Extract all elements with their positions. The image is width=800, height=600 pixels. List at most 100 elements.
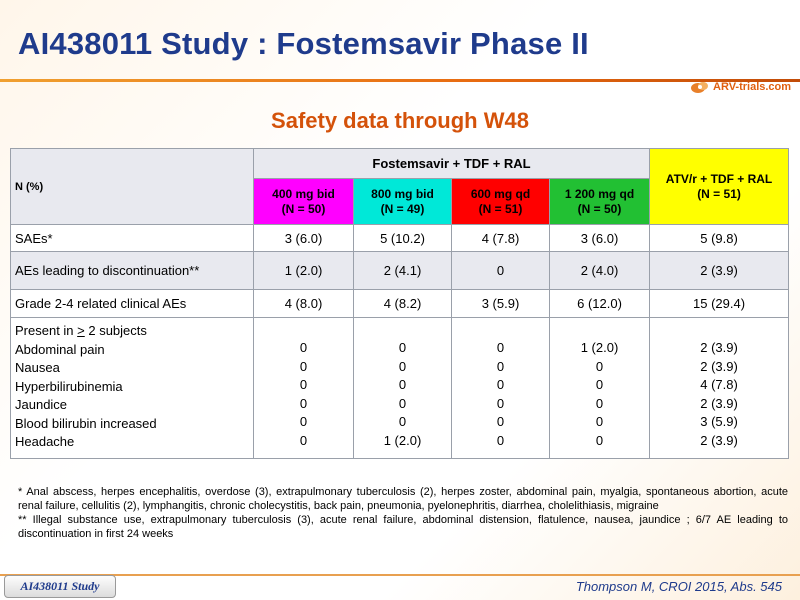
present-block-labels: Present in > 2 subjects Abdominal pain N… bbox=[10, 317, 254, 459]
arm-header-400bid: 400 mg bid (N = 50) bbox=[253, 178, 354, 225]
arm-n: (N = 50) bbox=[577, 201, 622, 216]
cell-value: 2 (4.1) bbox=[353, 251, 452, 290]
cell-value: 6 (12.0) bbox=[548, 289, 651, 318]
cell-value: 2 (3.9) bbox=[700, 358, 738, 374]
ae-item: Abdominal pain bbox=[15, 341, 105, 357]
present-heading-suffix: 2 subjects bbox=[84, 323, 147, 338]
table-row-aes-discontinuation: AEs leading to discontinuation** 1 (2.0)… bbox=[10, 251, 790, 290]
present-col-1200qd: 1 (2.0) 0 0 0 0 0 bbox=[548, 317, 651, 459]
table-row-present-in-2-subjects: Present in > 2 subjects Abdominal pain N… bbox=[10, 317, 790, 459]
cell-value: 3 (6.0) bbox=[253, 224, 354, 252]
cell-value: 0 bbox=[496, 377, 505, 392]
table-row-grade-2-4: Grade 2-4 related clinical AEs 4 (8.0) 4… bbox=[10, 289, 790, 318]
comparator-header: ATV/r + TDF + RAL (N = 51) bbox=[649, 148, 790, 225]
present-col-800bid: 0 0 0 0 0 1 (2.0) bbox=[353, 317, 452, 459]
citation: Thompson M, CROI 2015, Abs. 545 bbox=[575, 579, 782, 594]
arm-dose: 600 mg qd bbox=[470, 186, 531, 201]
table-header-row-2: 400 mg bid (N = 50) 800 mg bid (N = 49) … bbox=[11, 178, 789, 225]
present-heading-symbol: > bbox=[77, 323, 85, 338]
comparator-label: ATV/r + TDF + RAL bbox=[665, 171, 773, 186]
arm-n: (N = 51) bbox=[478, 201, 523, 216]
ae-item: Jaundice bbox=[15, 397, 68, 412]
ae-item: Hyperbilirubinemia bbox=[15, 378, 123, 394]
present-heading-prefix: Present in bbox=[15, 323, 78, 338]
fostemsavir-group-header: Fostemsavir + TDF + RAL bbox=[252, 148, 651, 179]
logo-text: ARV-trials.com bbox=[713, 81, 792, 93]
ae-item: Blood bilirubin increased bbox=[15, 415, 157, 431]
footnotes: * Anal abscess, herpes encephalitis, ove… bbox=[18, 485, 788, 541]
slide-subtitle: Safety data through W48 bbox=[271, 108, 529, 133]
cell-value: 0 bbox=[299, 377, 308, 392]
cell-value: 4 (7.8) bbox=[451, 224, 550, 252]
cell-value: 0 bbox=[595, 414, 604, 429]
ae-item: Headache bbox=[15, 434, 75, 449]
present-col-comparator: 2 (3.9) 2 (3.9) 4 (7.8) 2 (3.9) 3 (5.9) … bbox=[649, 317, 790, 459]
arm-n: (N = 50) bbox=[281, 201, 326, 216]
cell-value: 3 (5.9) bbox=[451, 289, 550, 318]
cell-value: 4 (8.0) bbox=[253, 289, 354, 318]
arm-dose: 800 mg bid bbox=[371, 186, 434, 201]
cell-value: 0 bbox=[299, 340, 308, 355]
cell-value: 0 bbox=[595, 377, 604, 392]
present-col-400bid: 0 0 0 0 0 0 bbox=[253, 317, 354, 459]
cell-value: 0 bbox=[595, 358, 604, 374]
arm-dose: 1 200 mg qd bbox=[564, 186, 635, 201]
arm-header-1200qd: 1 200 mg qd (N = 50) bbox=[548, 178, 651, 225]
cell-value: 0 bbox=[496, 432, 505, 448]
cell-value: 0 bbox=[496, 358, 505, 374]
n-percent-header: N (%) bbox=[10, 148, 254, 225]
safety-table: N (%) Fostemsavir + TDF + RAL ATV/r + TD… bbox=[10, 148, 790, 459]
cell-value: 0 bbox=[398, 395, 407, 411]
arm-dose: 400 mg bid bbox=[272, 186, 335, 201]
arm-header-600qd: 600 mg qd (N = 51) bbox=[451, 178, 550, 225]
arm-n: (N = 49) bbox=[380, 201, 425, 216]
cell-value: 5 (9.8) bbox=[649, 224, 790, 252]
cell-value: 1 (2.0) bbox=[580, 340, 619, 355]
slide-title: AI438011 Study : Fostemsavir Phase II bbox=[18, 26, 589, 61]
cell-value: 0 bbox=[595, 395, 604, 411]
cell-value: 0 bbox=[398, 358, 407, 374]
cell-value: 0 bbox=[299, 395, 308, 411]
cell-value: 0 bbox=[496, 414, 505, 429]
present-heading: Present in > 2 subjects bbox=[15, 322, 249, 341]
footnote-sae: * Anal abscess, herpes encephalitis, ove… bbox=[18, 486, 788, 512]
cell-value: 2 (4.0) bbox=[548, 251, 651, 290]
table-header-row-1: N (%) Fostemsavir + TDF + RAL ATV/r + TD… bbox=[10, 148, 790, 225]
cell-value: 0 bbox=[496, 340, 505, 355]
arv-logo-icon bbox=[691, 82, 708, 93]
cell-value: 0 bbox=[451, 251, 550, 290]
footnote-ae-discontinuation: ** Illegal substance use, extrapulmonary… bbox=[18, 514, 788, 540]
cell-value: 0 bbox=[299, 358, 308, 374]
row-label: SAEs* bbox=[10, 224, 254, 252]
arv-trials-logo: ARV-trials.com bbox=[690, 79, 791, 95]
present-col-600qd: 0 0 0 0 0 0 bbox=[451, 317, 550, 459]
cell-value: 2 (3.9) bbox=[700, 340, 738, 355]
cell-value: 0 bbox=[398, 377, 407, 392]
cell-value: 1 (2.0) bbox=[253, 251, 354, 290]
cell-value: 2 (3.9) bbox=[649, 251, 790, 290]
cell-value: 3 (5.9) bbox=[700, 414, 738, 429]
cell-value: 0 bbox=[595, 432, 604, 448]
comparator-n: (N = 51) bbox=[697, 186, 741, 201]
cell-value: 0 bbox=[398, 414, 407, 429]
cell-value: 4 (8.2) bbox=[353, 289, 452, 318]
cell-value: 0 bbox=[299, 414, 308, 429]
cell-value: 1 (2.0) bbox=[383, 432, 422, 448]
row-label: AEs leading to discontinuation** bbox=[10, 251, 254, 290]
row-label: Grade 2-4 related clinical AEs bbox=[10, 289, 254, 318]
cell-value: 2 (3.9) bbox=[700, 432, 738, 448]
arm-header-800bid: 800 mg bid (N = 49) bbox=[353, 178, 452, 225]
cell-value: 3 (6.0) bbox=[548, 224, 651, 252]
ae-item: Nausea bbox=[15, 360, 60, 375]
cell-value: 0 bbox=[496, 395, 505, 411]
title-divider bbox=[0, 79, 800, 82]
table-row-saes: SAEs* 3 (6.0) 5 (10.2) 4 (7.8) 3 (6.0) 5… bbox=[10, 224, 790, 252]
cell-value: 5 (10.2) bbox=[353, 224, 452, 252]
cell-value: 4 (7.8) bbox=[700, 377, 738, 392]
cell-value: 0 bbox=[398, 340, 407, 355]
footer-divider bbox=[0, 574, 800, 576]
cell-value: 15 (29.4) bbox=[649, 289, 790, 318]
cell-value: 2 (3.9) bbox=[700, 395, 738, 411]
cell-value: 0 bbox=[299, 432, 308, 448]
study-tag: AI438011 Study bbox=[4, 575, 116, 598]
